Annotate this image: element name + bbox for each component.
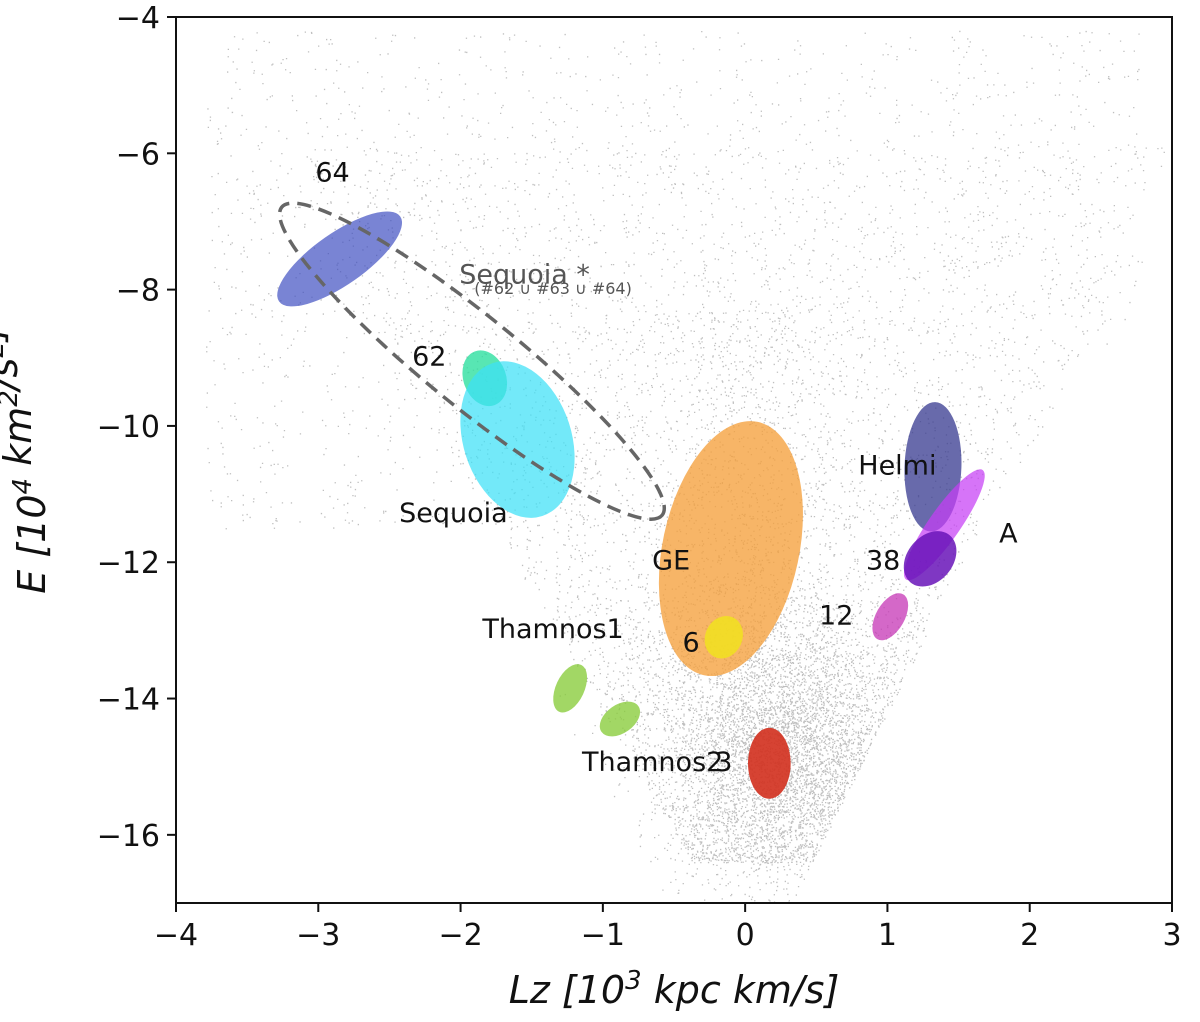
x-tick-label: −1 xyxy=(581,918,625,953)
background-star-points xyxy=(206,30,1165,904)
sequoia-star-dashed-region xyxy=(277,201,667,521)
sequoia-star-sublabel: (#62 ∪ #63 ∪ #64) xyxy=(474,279,632,298)
cluster-ellipse-12 xyxy=(872,593,909,641)
cluster-label-12: 12 xyxy=(819,600,853,631)
y-tick-label: −10 xyxy=(97,410,160,445)
cluster-ellipse-thamnos1 xyxy=(553,664,588,713)
cluster-label-helmi: Helmi xyxy=(858,450,936,481)
cluster-labels: 64 62 Sequoia GE 6 3 Thamnos1 Thamnos2 Helmi A 38 1… xyxy=(315,157,1018,778)
y-tick-label: −14 xyxy=(97,683,160,718)
x-tick-label: 0 xyxy=(736,918,755,953)
cluster-ellipse-ge xyxy=(658,421,803,677)
cluster-label-thamnos2: Thamnos2 xyxy=(581,747,723,778)
cluster-label-ge: GE xyxy=(652,546,690,577)
cluster-ellipse-38 xyxy=(903,531,957,587)
cluster-label-38: 38 xyxy=(866,546,900,577)
y-tick-label: −8 xyxy=(116,274,160,309)
y-tick-label: −6 xyxy=(116,137,160,172)
x-tick-label: −2 xyxy=(438,918,482,953)
x-tick-label: −3 xyxy=(296,918,340,953)
plot-frame xyxy=(175,16,1173,904)
sequoia-star-label: Sequoia * xyxy=(459,259,590,290)
y-tick-label: −4 xyxy=(116,1,160,36)
x-tick-label: −4 xyxy=(154,918,198,953)
x-tick-label: 1 xyxy=(878,918,897,953)
cluster-label-thamnos1: Thamnos1 xyxy=(481,614,623,645)
cluster-label-a: A xyxy=(999,518,1018,549)
x-axis-label: Lz [103 kpc km/s] xyxy=(509,966,840,1012)
cluster-label-62: 62 xyxy=(412,341,446,372)
cluster-label-64: 64 xyxy=(315,157,349,188)
cluster-ellipse-sequoia xyxy=(460,361,575,518)
y-tick-label: −16 xyxy=(97,819,160,854)
cluster-label-6: 6 xyxy=(682,628,699,659)
y-tick-label: −12 xyxy=(97,546,160,581)
x-tick-label: 2 xyxy=(1020,918,1039,953)
y-axis-label: E [104 km2/s2] xyxy=(0,326,54,593)
scatter-points xyxy=(206,30,1165,904)
cluster-label-sequoia: Sequoia xyxy=(399,498,508,529)
cluster-ellipse-thamnos2 xyxy=(599,701,641,737)
axis-ticks: −4 −3 −2 −1 0 1 2 3−16−14−12−10−8−6−4 xyxy=(97,1,1182,953)
x-tick-label: 3 xyxy=(1162,918,1181,953)
cluster-ellipse-3 xyxy=(747,727,791,799)
cluster-ellipses xyxy=(277,201,985,799)
cluster-ellipse-6 xyxy=(704,615,743,659)
cluster-label-3: 3 xyxy=(715,747,732,778)
cluster-ellipse-64 xyxy=(277,211,403,307)
